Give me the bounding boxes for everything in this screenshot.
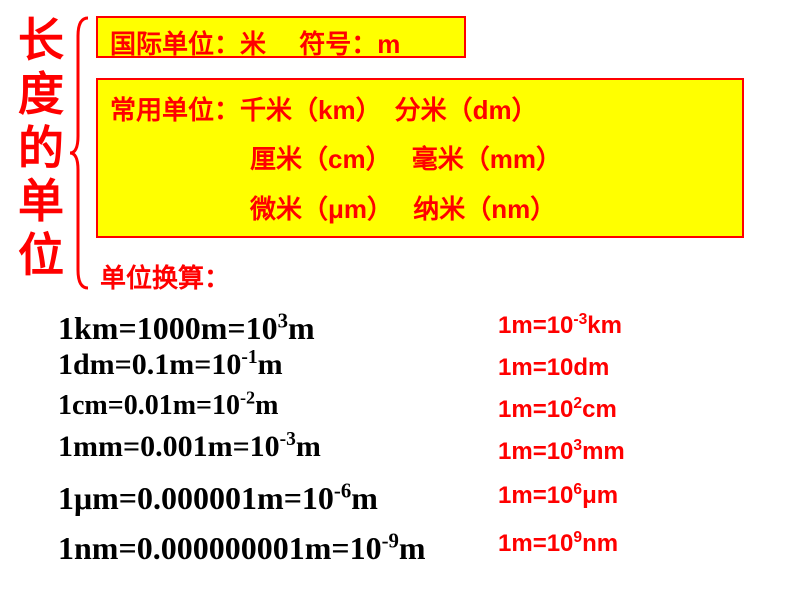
left-equation-3: 1cm=0.01m=10-2m xyxy=(58,390,278,422)
right-equation-6: 1m=109nm xyxy=(498,530,618,558)
vertical-title: 长度的单位 xyxy=(12,14,70,283)
right-equation-4: 1m=103mm xyxy=(498,438,625,466)
left-equation-2: 1dm=0.1m=10-1m xyxy=(58,348,283,382)
common-units-row-1: 常用单位：千米（km） 分米（dm） xyxy=(110,86,730,135)
si-unit-text: 国际单位：米 符号：m xyxy=(110,29,400,59)
brace-icon xyxy=(68,16,92,290)
left-equation-5: 1μm=0.000001m=10-6m xyxy=(58,480,378,517)
common-units-row-2: 厘米（cm） 毫米（mm） xyxy=(110,135,730,184)
left-equation-1: 1km=1000m=103m xyxy=(58,310,315,347)
right-equation-1: 1m=10-3km xyxy=(498,312,622,340)
common-units-box: 常用单位：千米（km） 分米（dm） 厘米（cm） 毫米（mm） 微米（μm） … xyxy=(96,78,744,238)
common-units-row-3: 微米（μm） 纳米（nm） xyxy=(110,185,730,234)
right-equation-2: 1m=10dm xyxy=(498,354,609,382)
left-equation-4: 1mm=0.001m=10-3m xyxy=(58,430,321,464)
right-equation-5: 1m=106μm xyxy=(498,482,618,510)
left-equation-6: 1nm=0.000000001m=10-9m xyxy=(58,530,426,567)
si-unit-box: 国际单位：米 符号：m xyxy=(96,16,466,58)
conversion-label: 单位换算： xyxy=(100,258,230,295)
right-equation-3: 1m=102cm xyxy=(498,396,617,424)
